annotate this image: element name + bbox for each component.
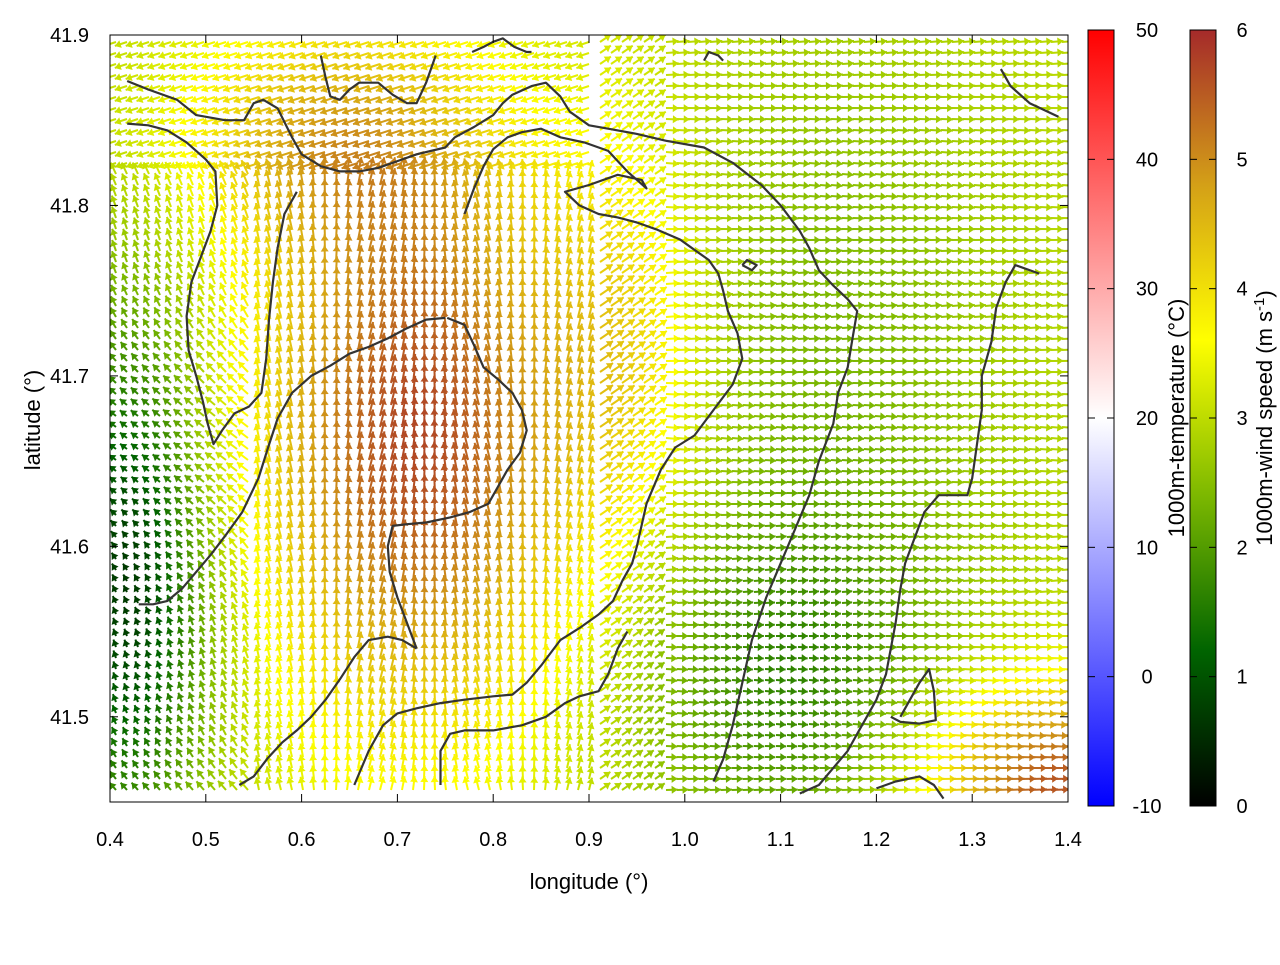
wind-vector-head xyxy=(1068,269,1074,277)
wind-vector-head xyxy=(1068,171,1074,179)
wind-vector-head xyxy=(1068,313,1074,321)
wind-vector-head xyxy=(1068,236,1074,244)
wind-vector-head xyxy=(1068,160,1074,168)
wind-vector-head xyxy=(1068,38,1074,46)
wind-vector-head xyxy=(1068,137,1074,145)
wind-vector-head xyxy=(1068,280,1074,288)
wind-vector-head xyxy=(1068,93,1074,101)
wind-vector-head xyxy=(1068,192,1074,200)
wind-vector-head xyxy=(1068,148,1074,156)
wind-vector-head xyxy=(1068,60,1074,68)
wind-vector-head xyxy=(1068,258,1074,266)
wind-vector-head xyxy=(1068,247,1074,255)
wind-vector-head xyxy=(1068,324,1074,332)
wind-vector-head xyxy=(1068,291,1074,299)
wind-vector-head xyxy=(1068,335,1074,343)
wind-vector-head xyxy=(1068,181,1074,189)
wind-vector-head xyxy=(1068,71,1074,79)
wind-vector-head xyxy=(1068,214,1074,222)
plot-area xyxy=(104,35,1080,802)
wind-vector-head xyxy=(1068,104,1074,112)
wind-vector-head xyxy=(1068,115,1074,123)
wind-vector-head xyxy=(1068,126,1074,134)
wind-vector-head xyxy=(1068,225,1074,233)
wind-vector-head xyxy=(1068,203,1074,211)
wind-vector-head xyxy=(1068,49,1074,57)
wind-vector-head xyxy=(1068,302,1074,310)
wind-vector-head xyxy=(1068,82,1074,90)
